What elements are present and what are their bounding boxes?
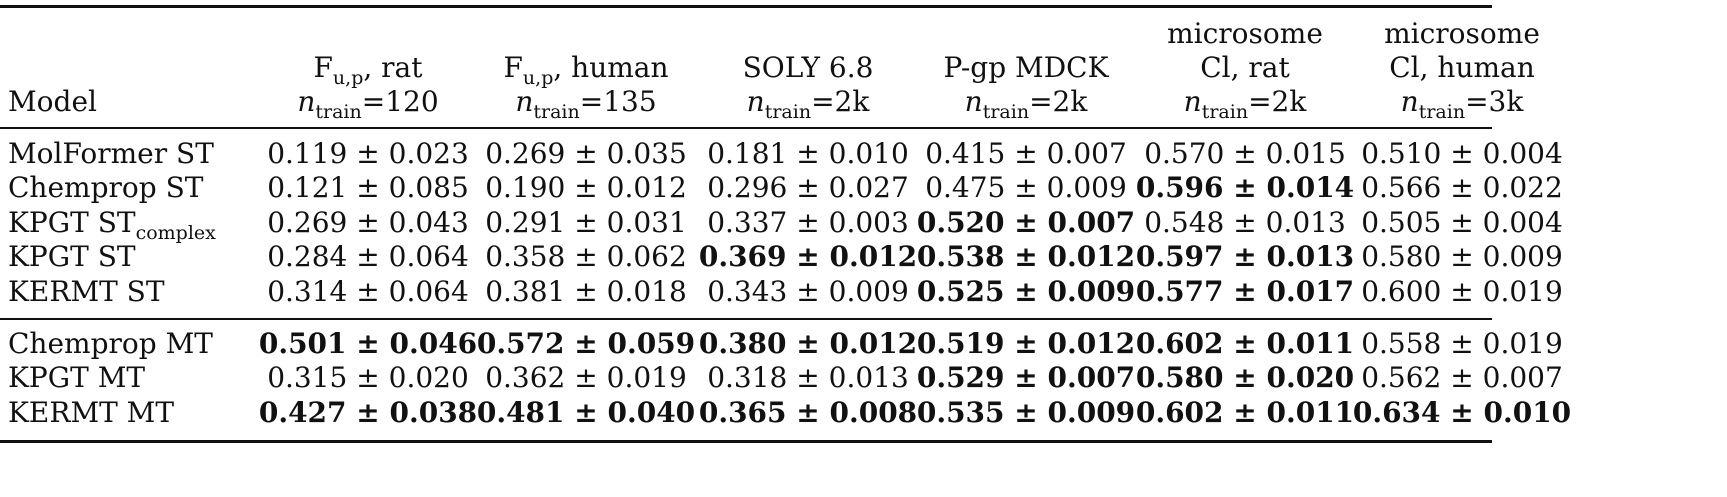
value-cell: 0.337 ± 0.003 xyxy=(707,206,909,239)
value-cell: 0.269 ± 0.043 xyxy=(267,206,469,239)
value-cell: 0.315 ± 0.020 xyxy=(267,361,469,394)
value-cell: 0.501 ± 0.046 xyxy=(258,327,478,360)
value-cell: 0.510 ± 0.004 xyxy=(1361,137,1563,170)
value-cell: 0.634 ± 0.010 xyxy=(1352,396,1572,429)
value-cell: 0.577 ± 0.017 xyxy=(1135,275,1355,308)
value-cell: 0.365 ± 0.008 xyxy=(698,396,918,429)
model-name-cell: MolFormer ST xyxy=(8,137,214,170)
value-cell: 0.602 ± 0.011 xyxy=(1135,327,1355,360)
value-cell: 0.505 ± 0.004 xyxy=(1361,206,1563,239)
value-cell: 0.190 ± 0.012 xyxy=(485,171,687,204)
value-cell: 0.580 ± 0.009 xyxy=(1361,240,1563,273)
model-name-cell: KPGT MT xyxy=(8,361,146,394)
value-cell: 0.181 ± 0.010 xyxy=(707,137,909,170)
header-model-label: Model xyxy=(8,85,97,118)
value-cell: 0.562 ± 0.007 xyxy=(1361,361,1563,394)
header-col-2-title: SOLY 6.8 xyxy=(742,51,874,84)
top-rule xyxy=(0,5,1492,8)
value-cell: 0.481 ± 0.040 xyxy=(476,396,696,429)
header-col-4-ntrain: ntrain=2k xyxy=(1183,85,1307,124)
value-cell: 0.269 ± 0.035 xyxy=(485,137,687,170)
header-col-4-line1: microsome xyxy=(1167,17,1323,50)
header-col-5-line1: microsome xyxy=(1384,17,1540,50)
header-rule xyxy=(0,127,1492,129)
group-separator-rule xyxy=(0,318,1492,320)
value-cell: 0.121 ± 0.085 xyxy=(267,171,469,204)
value-cell: 0.538 ± 0.012 xyxy=(916,240,1136,273)
value-cell: 0.600 ± 0.019 xyxy=(1361,275,1563,308)
header-col-5-title: Cl, human xyxy=(1389,51,1535,84)
value-cell: 0.415 ± 0.007 xyxy=(925,137,1127,170)
value-cell: 0.427 ± 0.038 xyxy=(258,396,478,429)
value-cell: 0.572 ± 0.059 xyxy=(476,327,696,360)
header-col-0-ntrain: ntrain=120 xyxy=(297,85,439,124)
value-cell: 0.602 ± 0.011 xyxy=(1135,396,1355,429)
value-cell: 0.597 ± 0.013 xyxy=(1135,240,1355,273)
model-name-cell: Chemprop ST xyxy=(8,171,204,204)
value-cell: 0.566 ± 0.022 xyxy=(1361,171,1563,204)
value-cell: 0.362 ± 0.019 xyxy=(485,361,687,394)
header-col-2-ntrain: ntrain=2k xyxy=(746,85,870,124)
value-cell: 0.570 ± 0.015 xyxy=(1144,137,1346,170)
header-col-4-title: Cl, rat xyxy=(1200,51,1290,84)
value-cell: 0.475 ± 0.009 xyxy=(925,171,1127,204)
value-cell: 0.119 ± 0.023 xyxy=(267,137,469,170)
value-cell: 0.380 ± 0.012 xyxy=(698,327,918,360)
value-cell: 0.520 ± 0.007 xyxy=(916,206,1136,239)
model-name-cell: KERMT ST xyxy=(8,275,165,308)
header-col-5-ntrain: ntrain=3k xyxy=(1400,85,1524,124)
value-cell: 0.314 ± 0.064 xyxy=(267,275,469,308)
value-cell: 0.381 ± 0.018 xyxy=(485,275,687,308)
value-cell: 0.525 ± 0.009 xyxy=(916,275,1136,308)
model-name-cell: Chemprop MT xyxy=(8,327,213,360)
value-cell: 0.596 ± 0.014 xyxy=(1135,171,1355,204)
value-cell: 0.580 ± 0.020 xyxy=(1135,361,1355,394)
model-name-cell: KPGT STcomplex xyxy=(8,206,216,245)
value-cell: 0.296 ± 0.027 xyxy=(707,171,909,204)
value-cell: 0.529 ± 0.007 xyxy=(916,361,1136,394)
value-cell: 0.358 ± 0.062 xyxy=(485,240,687,273)
value-cell: 0.519 ± 0.012 xyxy=(916,327,1136,360)
header-col-3-ntrain: ntrain=2k xyxy=(964,85,1088,124)
model-name-cell: KPGT ST xyxy=(8,240,136,273)
value-cell: 0.369 ± 0.012 xyxy=(698,240,918,273)
header-col-1-ntrain: ntrain=135 xyxy=(515,85,657,124)
value-cell: 0.343 ± 0.009 xyxy=(707,275,909,308)
model-name-cell: KERMT MT xyxy=(8,396,175,429)
header-col-0-title: Fu,p, rat xyxy=(313,51,423,90)
value-cell: 0.535 ± 0.009 xyxy=(916,396,1136,429)
header-col-3-title: P-gp MDCK xyxy=(943,51,1109,84)
value-cell: 0.291 ± 0.031 xyxy=(485,206,687,239)
bottom-rule xyxy=(0,440,1492,443)
value-cell: 0.558 ± 0.019 xyxy=(1361,327,1563,360)
header-col-1-title: Fu,p, human xyxy=(503,51,669,90)
value-cell: 0.548 ± 0.013 xyxy=(1144,206,1346,239)
value-cell: 0.318 ± 0.013 xyxy=(707,361,909,394)
value-cell: 0.284 ± 0.064 xyxy=(267,240,469,273)
